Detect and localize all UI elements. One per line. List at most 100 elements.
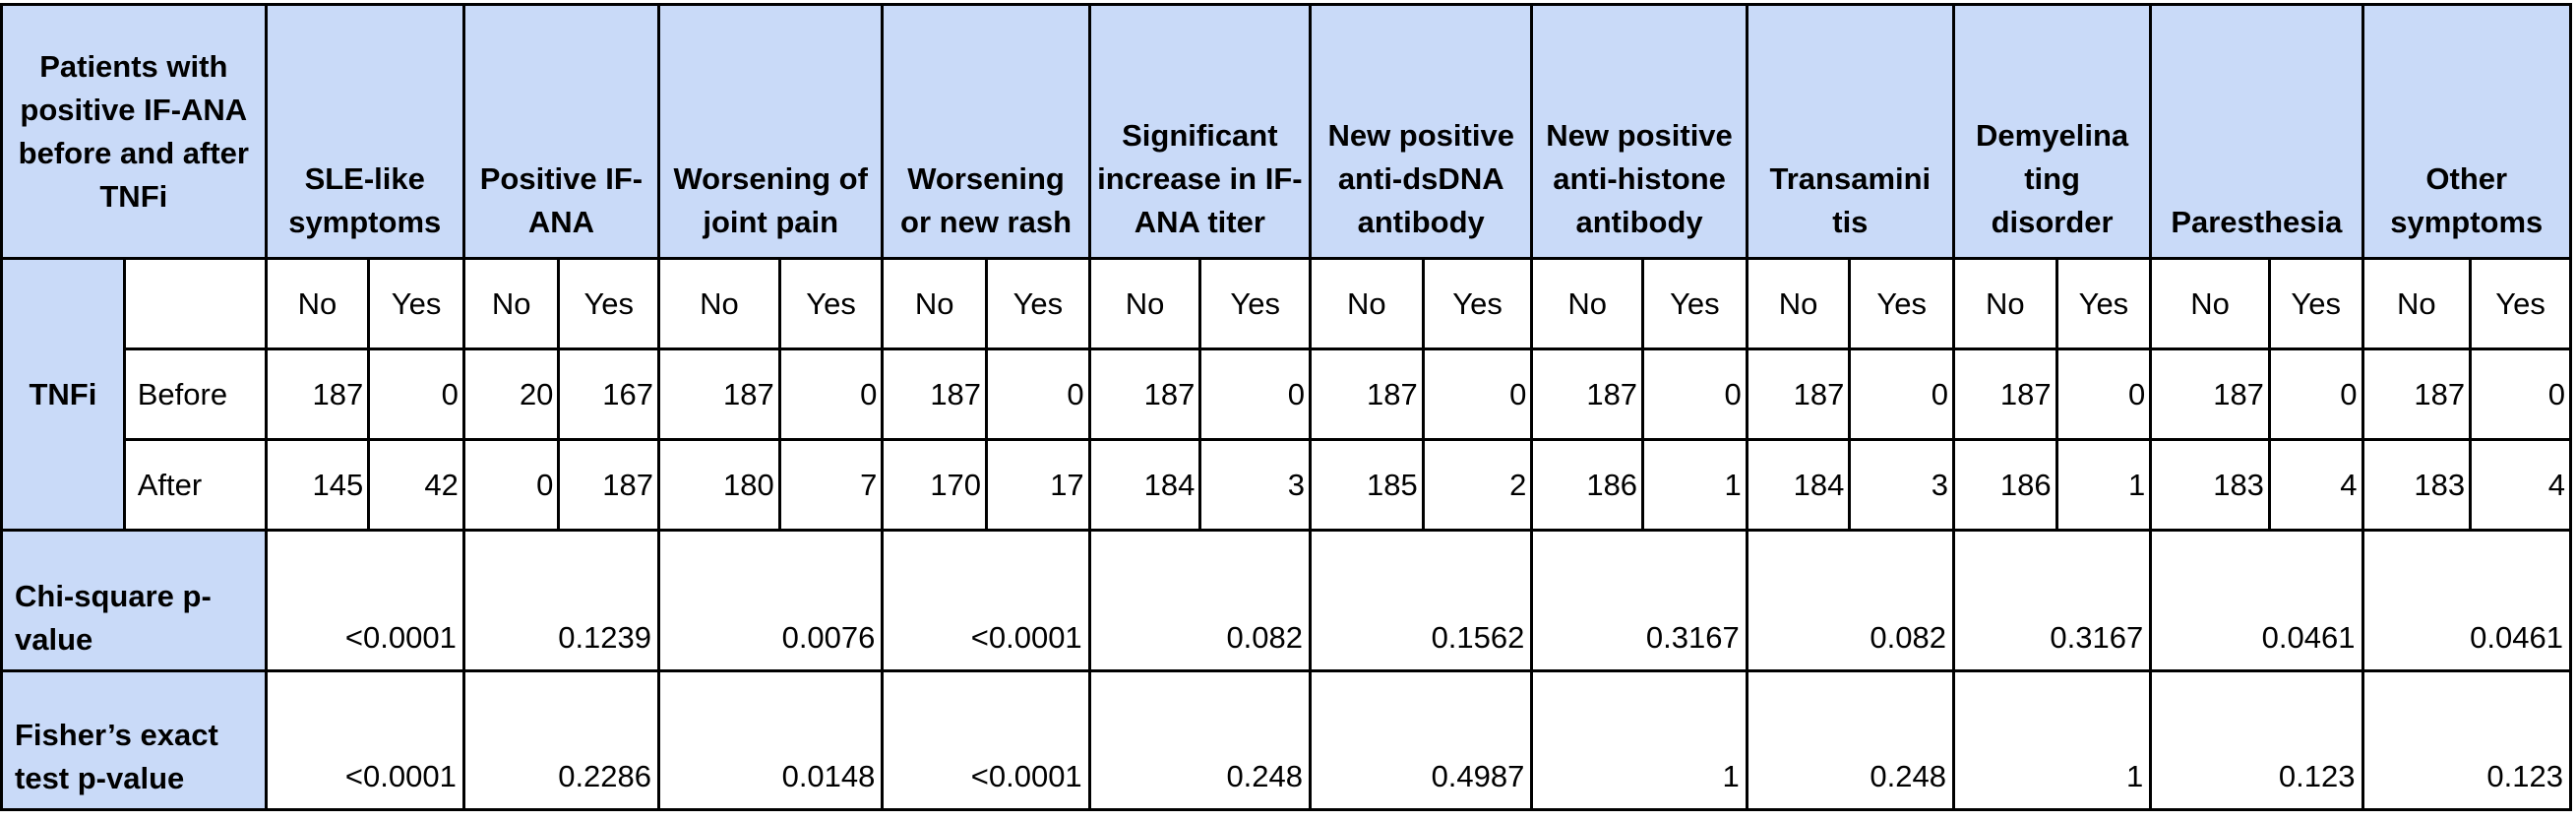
fisher-label: Fisher’s exact test p-value (0, 669, 268, 811)
before-row: Before 187 0 20 167 187 0 187 0 187 0 18… (2, 347, 2572, 441)
no-label: No (461, 257, 561, 350)
no-label: No (881, 257, 989, 350)
yes-label: Yes (985, 257, 1091, 350)
before-yes-cell: 0 (1848, 347, 1955, 441)
chi-square-value: 0.3167 (1530, 529, 1748, 672)
chi-square-row: Chi-square p-value <0.0001 0.1239 0.0076… (0, 529, 2572, 672)
column-header: Transamini tis (1745, 3, 1955, 260)
chi-square-value: 0.3167 (1951, 529, 2153, 672)
before-yes-cell: 0 (985, 347, 1091, 441)
before-no-cell: 187 (264, 347, 371, 441)
column-header: New positive anti-dsDNA antibody (1309, 3, 1534, 260)
before-yes-cell: 0 (1421, 347, 1534, 441)
before-no-cell: 187 (881, 347, 989, 441)
after-no-cell: 183 (2149, 438, 2271, 532)
fisher-value: 0.248 (1087, 669, 1313, 811)
after-yes-cell: 4 (2469, 438, 2572, 532)
chi-square-value: 0.0461 (2361, 529, 2572, 672)
no-label: No (1951, 257, 2058, 350)
after-label: After (122, 438, 268, 532)
before-no-cell: 187 (1530, 347, 1645, 441)
before-yes-cell: 0 (2469, 347, 2572, 441)
fisher-value: <0.0001 (264, 669, 465, 811)
yes-label: Yes (1421, 257, 1534, 350)
fisher-value: 0.2286 (461, 669, 661, 811)
before-yes-cell: 0 (2055, 347, 2153, 441)
fisher-value: 0.0148 (657, 669, 885, 811)
after-yes-cell: 187 (557, 438, 661, 532)
header-row: Patients with positive IF-ANA before and… (0, 3, 2572, 260)
no-label: No (2149, 257, 2271, 350)
after-no-cell: 186 (1951, 438, 2058, 532)
column-header: Other symptoms (2361, 3, 2572, 260)
empty-cell (122, 257, 268, 350)
yes-label: Yes (1198, 257, 1313, 350)
column-header: New positive anti-histone antibody (1530, 3, 1748, 260)
chi-square-value: <0.0001 (264, 529, 465, 672)
after-yes-cell: 2 (1421, 438, 1534, 532)
yes-label: Yes (557, 257, 661, 350)
chi-square-value: 0.082 (1087, 529, 1313, 672)
after-yes-cell: 3 (1848, 438, 1955, 532)
column-header: Significant increase in IF-ANA titer (1087, 3, 1313, 260)
column-header: Demyelina ting disorder (1951, 3, 2153, 260)
fisher-value: 0.4987 (1309, 669, 1534, 811)
after-no-cell: 186 (1530, 438, 1645, 532)
after-yes-cell: 1 (2055, 438, 2153, 532)
before-yes-cell: 0 (777, 347, 885, 441)
no-label: No (1530, 257, 1645, 350)
before-yes-cell: 0 (1198, 347, 1313, 441)
after-yes-cell: 3 (1198, 438, 1313, 532)
fisher-value: 1 (1530, 669, 1748, 811)
corner-header: Patients with positive IF-ANA before and… (0, 3, 268, 260)
before-yes-cell: 0 (1641, 347, 1748, 441)
yes-label: Yes (777, 257, 885, 350)
after-no-cell: 145 (264, 438, 371, 532)
chi-square-label: Chi-square p-value (0, 529, 268, 672)
fisher-value: 0.123 (2149, 669, 2364, 811)
after-no-cell: 180 (657, 438, 781, 532)
before-yes-cell: 167 (557, 347, 661, 441)
yes-label: Yes (1641, 257, 1748, 350)
after-no-cell: 183 (2361, 438, 2473, 532)
before-yes-cell: 0 (367, 347, 465, 441)
chi-square-value: 0.1239 (461, 529, 661, 672)
after-yes-cell: 17 (985, 438, 1091, 532)
fisher-value: 0.248 (1745, 669, 1955, 811)
after-row: After 145 42 0 187 180 7 170 17 184 3 18… (2, 438, 2572, 532)
no-label: No (2361, 257, 2473, 350)
before-no-cell: 187 (1745, 347, 1852, 441)
before-no-cell: 187 (1951, 347, 2058, 441)
no-label: No (657, 257, 781, 350)
after-no-cell: 184 (1745, 438, 1852, 532)
before-label: Before (122, 347, 268, 441)
tnfi-label: TNFi (0, 257, 126, 532)
after-yes-cell: 42 (367, 438, 465, 532)
before-no-cell: 187 (657, 347, 781, 441)
fisher-value: <0.0001 (881, 669, 1091, 811)
yes-label: Yes (1848, 257, 1955, 350)
sub-header-row: TNFi No Yes No Yes No Yes No Yes No Yes … (0, 257, 2572, 532)
chi-square-value: 0.0461 (2149, 529, 2364, 672)
before-no-cell: 187 (1087, 347, 1202, 441)
no-label: No (264, 257, 371, 350)
after-yes-cell: 1 (1641, 438, 1748, 532)
fisher-row: Fisher’s exact test p-value <0.0001 0.22… (0, 669, 2572, 811)
yes-label: Yes (2469, 257, 2572, 350)
after-no-cell: 185 (1309, 438, 1425, 532)
no-label: No (1745, 257, 1852, 350)
chi-square-value: 0.1562 (1309, 529, 1534, 672)
no-label: No (1087, 257, 1202, 350)
chi-square-value: 0.082 (1745, 529, 1955, 672)
column-header: Positive IF-ANA (461, 3, 661, 260)
no-label: No (1309, 257, 1425, 350)
fisher-value: 0.123 (2361, 669, 2572, 811)
fisher-value: 1 (1951, 669, 2153, 811)
before-yes-cell: 0 (2267, 347, 2364, 441)
yes-label: Yes (2055, 257, 2153, 350)
after-yes-cell: 7 (777, 438, 885, 532)
before-no-cell: 187 (2149, 347, 2271, 441)
before-no-cell: 187 (2361, 347, 2473, 441)
yes-label: Yes (2267, 257, 2364, 350)
results-table: Patients with positive IF-ANA before and… (0, 3, 2572, 811)
